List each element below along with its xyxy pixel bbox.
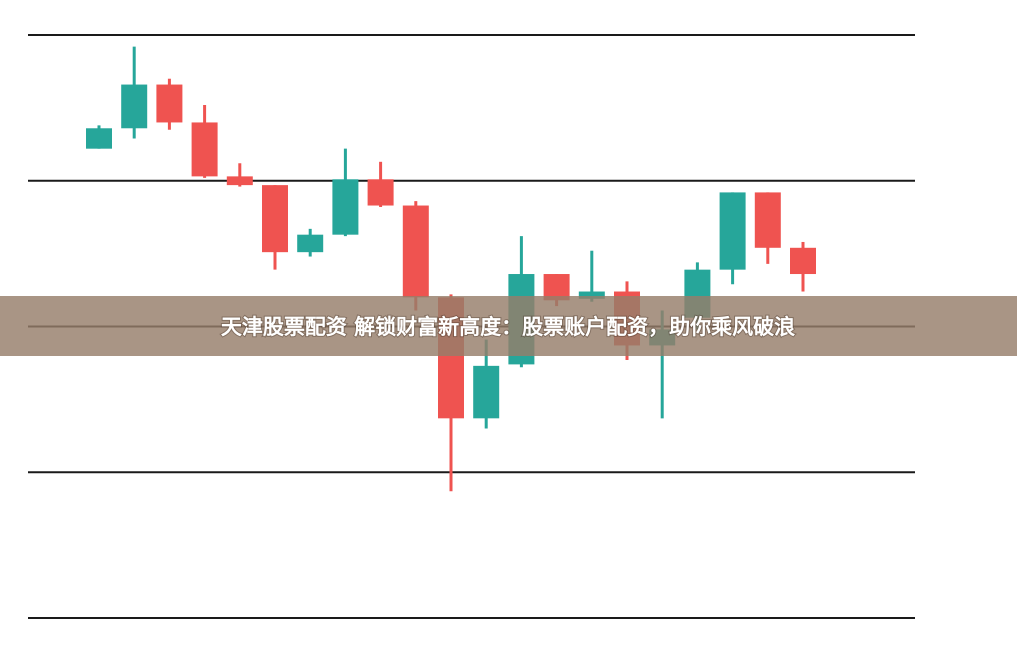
candle-body [754,192,781,248]
candle-body [191,122,218,177]
candle-body [297,234,324,253]
candle-body [121,84,148,129]
candle-body [543,274,570,301]
candle-body [719,192,746,270]
candle-body [332,179,359,235]
candle-body [86,128,112,149]
candle-body [156,84,183,123]
banner-text: 天津股票配资 解锁财富新高度：股票账户配资，助你乘风破浪 [221,315,795,339]
candle-body [226,176,253,186]
candle-body [262,185,288,253]
candle-body [578,291,605,299]
candle-body [790,247,816,275]
candle-body [473,365,500,419]
candle-body [402,205,429,298]
banner-band [0,296,1017,356]
candle-body [367,179,394,206]
